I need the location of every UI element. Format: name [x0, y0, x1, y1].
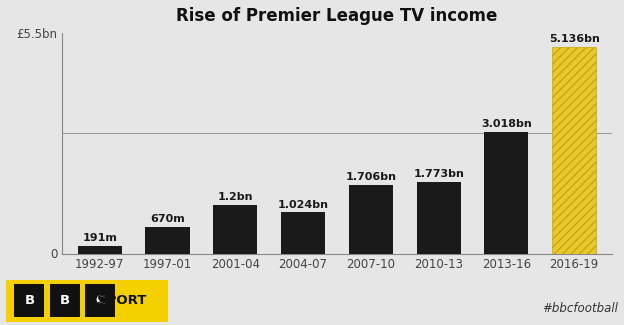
Bar — [77, 246, 122, 254]
Bar — [281, 212, 325, 254]
Bar — [145, 227, 190, 254]
Title: Rise of Premier League TV income: Rise of Premier League TV income — [176, 7, 498, 25]
Text: 5.136bn: 5.136bn — [548, 34, 600, 44]
Bar — [552, 47, 597, 254]
Text: SPORT: SPORT — [97, 294, 147, 307]
Text: 191m: 191m — [82, 233, 117, 243]
Text: 1.2bn: 1.2bn — [218, 192, 253, 202]
Bar — [213, 205, 257, 254]
Text: #bbcfootball: #bbcfootball — [542, 302, 618, 315]
Text: B: B — [24, 294, 34, 307]
Text: B: B — [60, 294, 70, 307]
Text: 1.773bn: 1.773bn — [413, 169, 464, 179]
Bar — [484, 132, 529, 254]
Text: 1.024bn: 1.024bn — [278, 200, 329, 210]
Bar — [349, 185, 393, 254]
Text: 3.018bn: 3.018bn — [481, 119, 532, 129]
Text: 670m: 670m — [150, 214, 185, 224]
Text: C: C — [95, 294, 105, 307]
Text: 1.706bn: 1.706bn — [345, 172, 396, 182]
Bar — [417, 182, 461, 254]
